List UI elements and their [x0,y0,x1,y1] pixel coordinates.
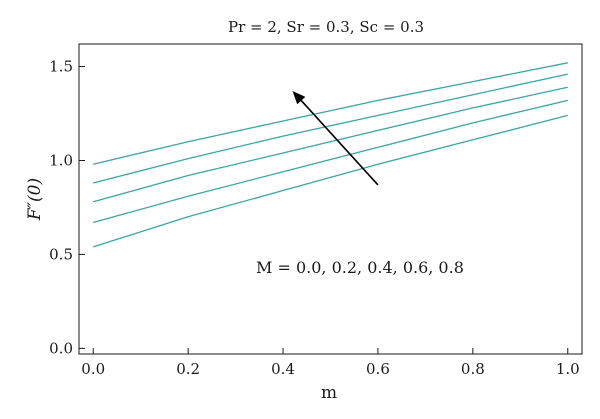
y-axis-title: F″(0) [25,178,45,221]
y-tick-label: 1.5 [49,58,73,76]
x-tick-label: 0.8 [461,360,485,378]
parameter-annotation: M = 0.0, 0.2, 0.4, 0.6, 0.8 [256,258,464,277]
plot-frame [78,43,583,355]
x-tick-label: 0.0 [81,360,105,378]
x-axis-title: m [321,383,337,403]
y-tick-label: 0.5 [49,245,73,263]
y-axis: 0.0 0.5 1.0 1.5 [49,58,85,357]
series-line-5 [93,114,568,248]
x-tick-label: 0.4 [271,360,295,378]
series-lines [93,62,568,248]
y-tick-label: 0.0 [49,339,73,357]
arrow-shaft [300,100,379,186]
series-line-3 [93,86,568,203]
y-tick-label: 1.0 [49,151,73,169]
x-axis: 0.0 0.2 0.4 0.6 0.8 1.0 [81,348,580,378]
chart-title: Pr = 2, Sr = 0.3, Sc = 0.3 [228,18,424,36]
x-tick-label: 1.0 [556,360,580,378]
series-line-2 [93,73,568,184]
x-tick-label: 0.6 [366,360,390,378]
x-tick-label: 0.2 [176,360,200,378]
series-line-4 [93,99,568,224]
arrow-head [292,90,306,105]
trend-arrow [292,90,379,186]
series-line-1 [93,62,568,165]
